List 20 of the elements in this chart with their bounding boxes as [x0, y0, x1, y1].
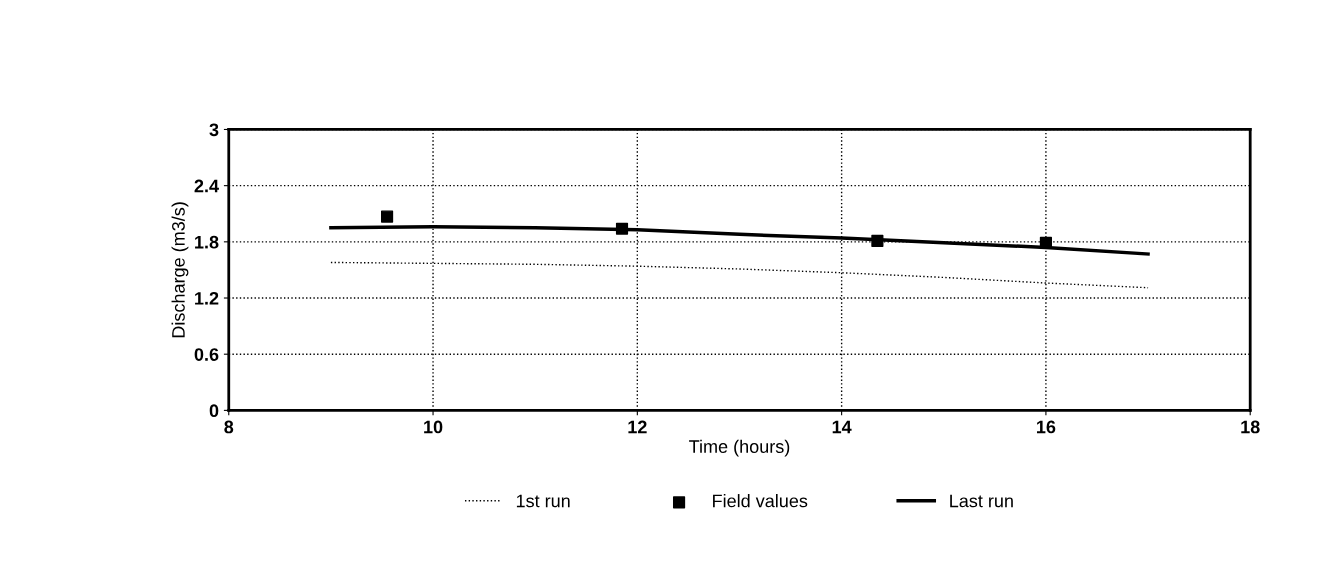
y-axis-title: Discharge (m3/s) — [171, 202, 189, 338]
x-tick-label: 16 — [1037, 420, 1056, 434]
y-tick-label: 1.8 — [195, 235, 219, 249]
legend-label: Last run — [950, 494, 1013, 508]
point — [615, 222, 629, 235]
x-tick-label: 18 — [1241, 420, 1260, 434]
point — [871, 234, 884, 247]
y-tick-label: 0.6 — [194, 348, 219, 361]
y-tick-label: 2.4 — [194, 179, 219, 193]
y-tick-label: 3 — [209, 123, 219, 137]
x-tick-label: 10 — [424, 420, 443, 434]
x-axis-title: Time (hours) — [689, 439, 790, 457]
x-tick-label: 14 — [832, 420, 852, 434]
x-tick-label: 8 — [224, 420, 234, 434]
x-tick-label: 12 — [628, 420, 647, 434]
legend-label: 1st run — [516, 494, 570, 508]
point — [381, 210, 394, 223]
y-tick-label: 0 — [209, 404, 219, 418]
y-tick-label: 1.2 — [195, 291, 219, 305]
legend-label: Field values — [713, 494, 808, 508]
